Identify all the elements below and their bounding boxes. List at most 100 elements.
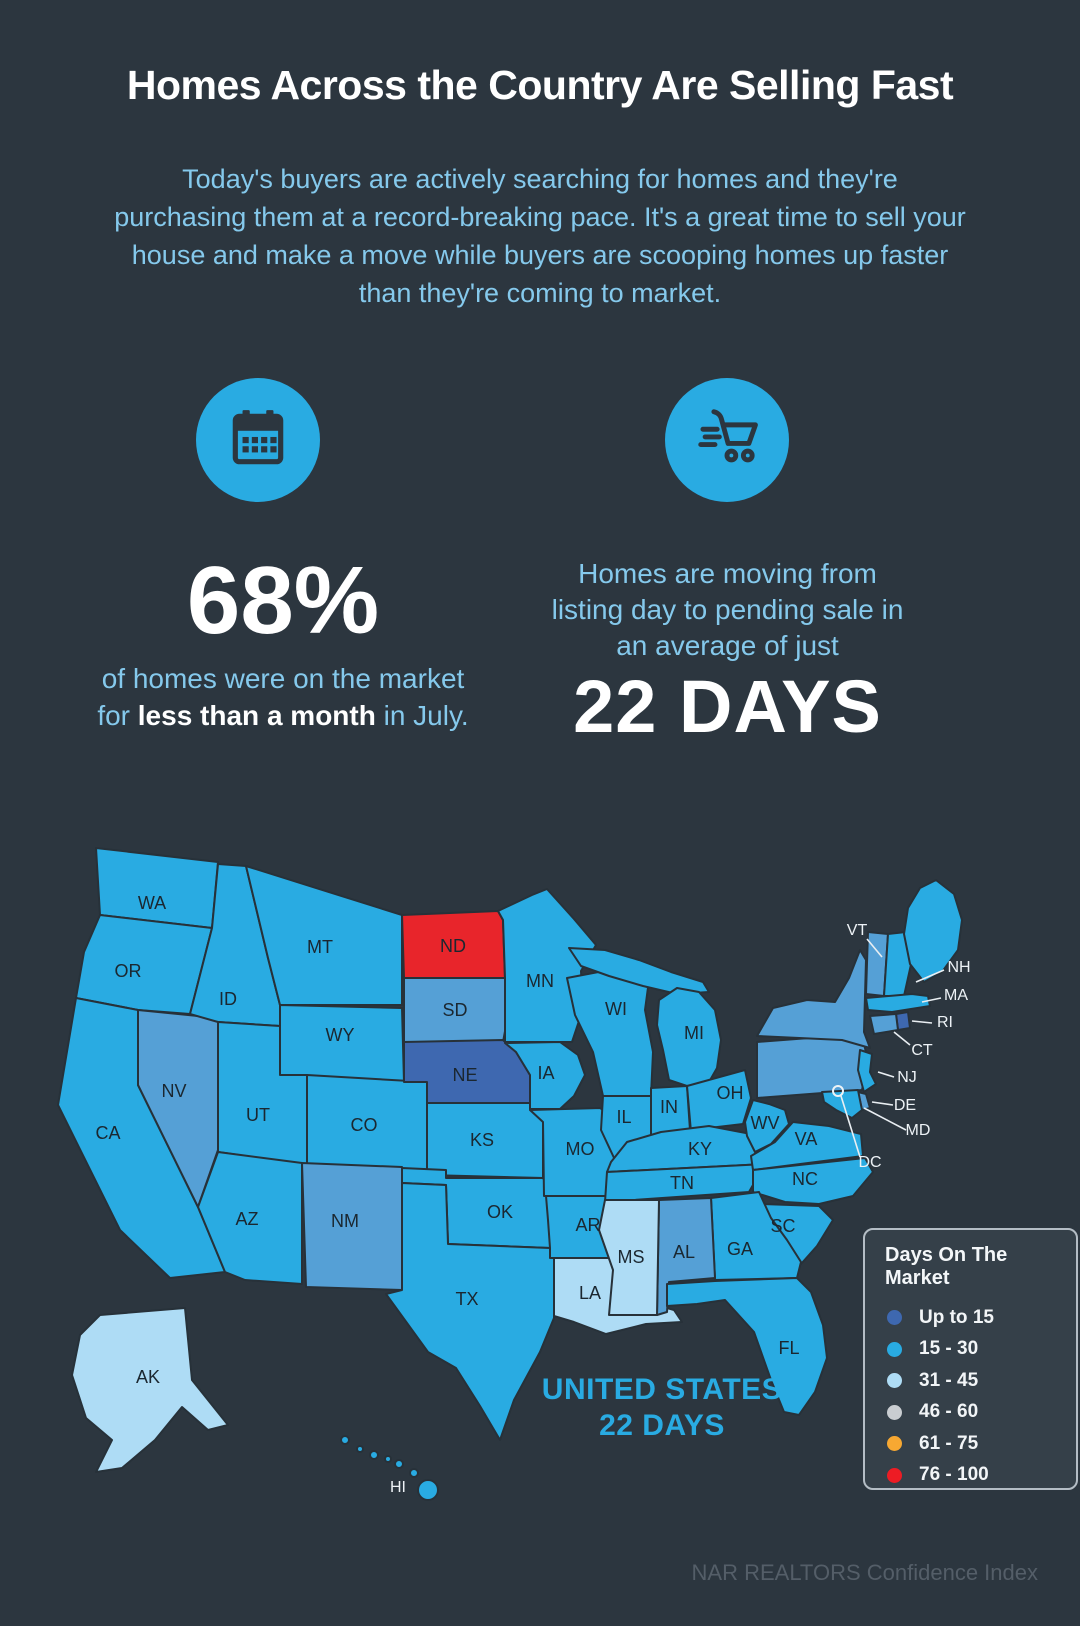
state-OR [75,914,213,1015]
state-label-ID: ID [219,989,237,1009]
state-label-GA: GA [727,1239,753,1259]
state-label-IL: IL [616,1107,631,1127]
legend-dot-46-60 [887,1404,902,1420]
state-label-OK: OK [487,1202,513,1222]
state-label-NE: NE [452,1065,477,1085]
page-title: Homes Across the Country Are Selling Fas… [126,62,954,108]
us-choropleth-map: WA OR CA NV ID MT WY UT CO AZ NM ND SD NE KS OK TX MN IA MO… [57,847,971,1501]
ct-callout-line [893,1031,911,1046]
state-label-MO: MO [566,1139,595,1159]
cart-icon [692,403,762,478]
legend-item: 46 - 60 [865,1397,1076,1429]
state-MA [865,993,931,1013]
state-label-UT: UT [246,1105,270,1125]
state-label-MN: MN [526,971,554,991]
legend: Days On The Market Up to 15 15 - 30 31 -… [863,1228,1078,1490]
state-TN [604,1163,766,1203]
stat-days-under-month: 68% of homes were on the market for less… [93,552,473,734]
legend-dot-61-75 [887,1436,902,1452]
state-labels: WA OR CA NV ID MT WY UT CO AZ NM ND SD NE KS OK TX MN IA MO… [95,893,970,1496]
legend-item: 31 - 45 [865,1365,1076,1397]
state-AK [71,1307,229,1473]
state-label-AR: AR [575,1215,600,1235]
legend-item: 61 - 75 [865,1428,1076,1460]
state-label-HI: HI [390,1479,406,1496]
state-label-ND: ND [440,936,466,956]
dc-marker [832,1085,844,1097]
legend-items: Up to 15 15 - 30 31 - 45 46 - 60 61 - 75… [865,1302,1076,1491]
state-NH [883,931,913,997]
state-label-NM: NM [331,1211,359,1231]
stat-22-value: 22 DAYS [573,665,882,748]
callout-lines [832,938,945,1158]
legend-item: 76 - 100 [865,1460,1076,1492]
state-NJ [857,1049,877,1093]
state-label-NH: NH [947,959,970,976]
state-label-FL: FL [778,1338,799,1358]
legend-label: 61 - 75 [919,1432,979,1454]
state-FL [666,1277,828,1416]
state-label-MD: MD [906,1122,931,1139]
legend-dot-up-to-15 [887,1310,902,1326]
state-label-OR: OR [115,961,142,981]
legend-title: Days On The Market [885,1244,1008,1289]
state-label-CT: CT [911,1042,933,1059]
state-label-VT: VT [847,922,868,939]
calendar-icon [225,405,291,476]
stat-22-desc: Homes are moving from listing day to pen… [551,558,904,661]
state-label-VA: VA [795,1129,818,1149]
state-label-NC: NC [792,1169,818,1189]
state-label-CA: CA [95,1123,120,1143]
state-MI-upper [568,947,710,995]
state-label-TN: TN [670,1173,694,1193]
state-label-KS: KS [470,1130,494,1150]
state-label-SC: SC [770,1216,795,1236]
stat-68-value: 68% [186,547,380,654]
state-MS [598,1199,660,1316]
state-label-IN: IN [660,1097,678,1117]
national-average-tag: UNITED STATES 22 DAYS [497,1372,827,1444]
state-label-AK: AK [136,1367,160,1387]
state-label-NJ: NJ [897,1069,917,1086]
md-callout-line [863,1107,907,1131]
country-label: UNITED STATES [541,1373,783,1406]
state-MT [245,865,403,1006]
caption-pre: of homes were on the market for [97,662,465,731]
vt-callout-line [866,938,883,958]
stat-68-caption: of homes were on the market for less tha… [93,660,473,734]
state-label-WA: WA [138,893,166,913]
state-MI [656,987,722,1087]
state-label-MI: MI [684,1023,704,1043]
state-label-CO: CO [351,1115,378,1135]
de-callout-line [871,1101,894,1106]
state-label-MS: MS [618,1247,645,1267]
legend-item: 15 - 30 [865,1334,1076,1366]
state-label-RI: RI [937,1014,953,1031]
state-MD [821,1089,863,1119]
cart-circle [665,378,789,502]
state-label-LA: LA [579,1283,601,1303]
page-subtitle: Today's buyers are actively searching fo… [114,164,966,308]
state-label-DC: DC [858,1154,881,1171]
legend-label: 15 - 30 [919,1338,979,1360]
legend-dot-31-45 [887,1373,902,1389]
state-label-NV: NV [161,1081,186,1101]
state-label-SD: SD [442,1000,467,1020]
legend-label: Up to 15 [919,1306,994,1328]
state-NY [756,949,871,1049]
state-HI [340,1435,439,1501]
state-CT [869,1013,899,1035]
state-label-WI: WI [605,999,627,1019]
state-label-MA: MA [944,987,968,1004]
calendar-circle [196,378,320,502]
state-WV [744,1099,790,1153]
state-label-AZ: AZ [235,1209,258,1229]
legend-label: 76 - 100 [919,1464,989,1486]
country-value: 22 DAYS [599,1409,725,1442]
state-IA [504,1041,586,1110]
state-label-WV: WV [751,1113,780,1133]
caption-post: in July. [375,699,469,731]
state-ME [903,879,963,983]
caption-bold: less than a month [137,699,376,731]
